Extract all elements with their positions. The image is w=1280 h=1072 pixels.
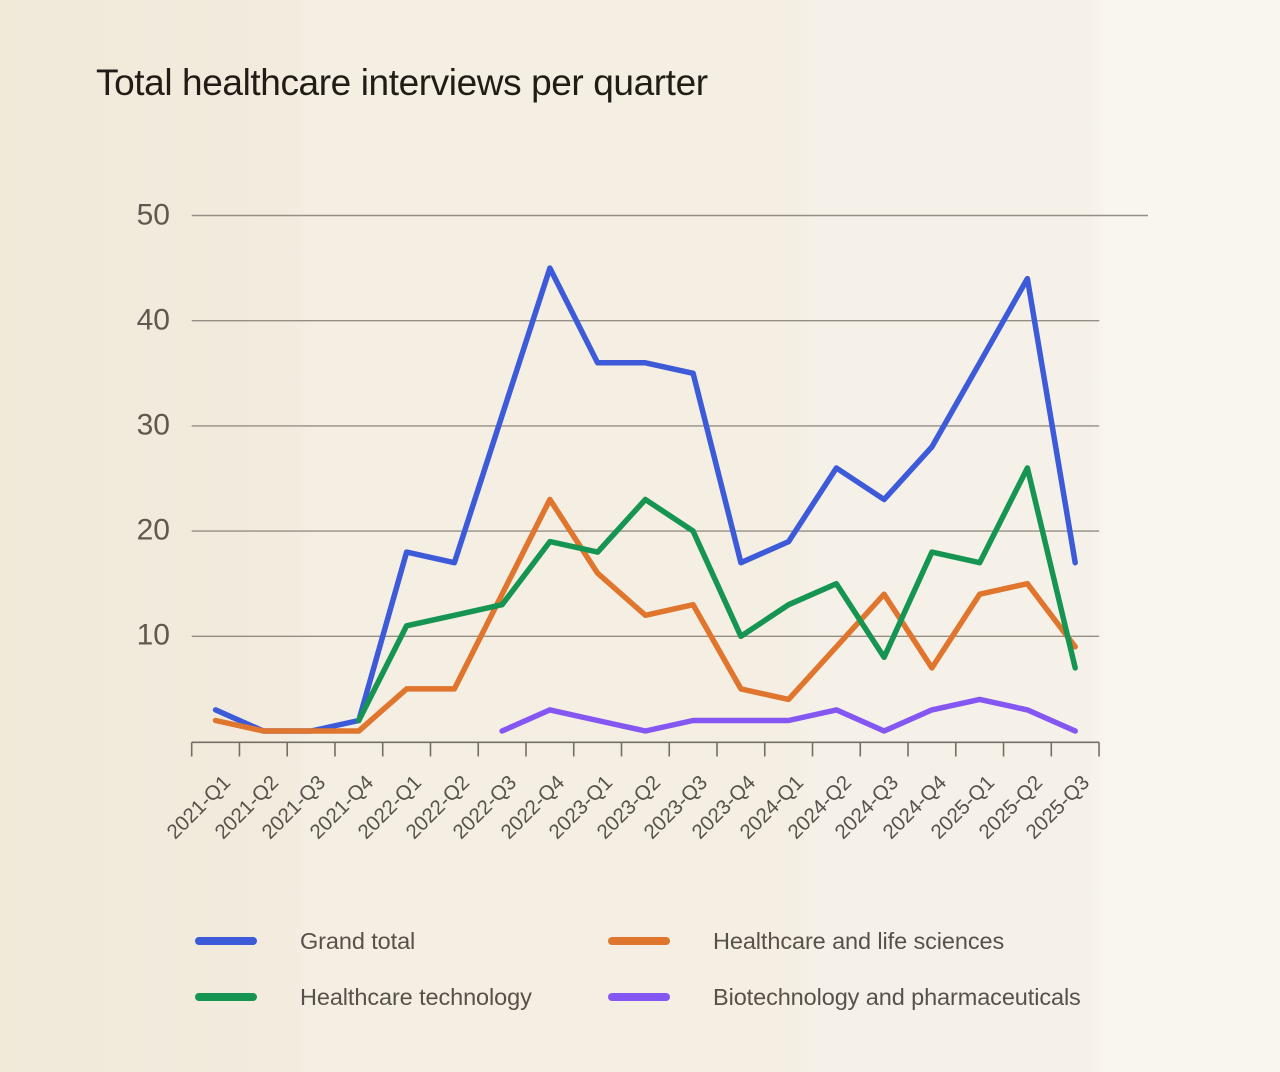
legend-item-biotechnology-and-pharmaceuticals[interactable]: Biotechnology and pharmaceuticals <box>608 983 1081 1011</box>
legend-label: Biotechnology and pharmaceuticals <box>713 983 1081 1010</box>
y-axis-label-30: 30 <box>136 408 170 442</box>
legend-swatch-biotechnology-and-pharmaceuticals <box>608 993 670 1001</box>
chart-title: Total healthcare interviews per quarter <box>96 62 708 103</box>
y-axis-label-40: 40 <box>136 303 170 337</box>
legend-item-grand-total[interactable]: Grand total <box>195 927 415 955</box>
y-axis-label-10: 10 <box>136 618 170 652</box>
legend-swatch-grand-total <box>195 937 257 945</box>
legend-item-healthcare-and-life-sciences[interactable]: Healthcare and life sciences <box>608 927 1004 955</box>
series-line-healthcare-and-life-sciences <box>212 496 1078 734</box>
legend-swatch-healthcare-technology <box>195 993 257 1001</box>
legend-item-healthcare-technology[interactable]: Healthcare technology <box>195 983 532 1011</box>
legend-label: Healthcare and life sciences <box>713 927 1005 954</box>
legend-swatch-healthcare-and-life-sciences <box>608 937 670 945</box>
legend-label: Grand total <box>300 927 416 954</box>
y-axis-label-50: 50 <box>136 197 170 231</box>
legend-label: Healthcare technology <box>300 983 532 1010</box>
series-line-biotechnology-and-pharmaceuticals <box>499 696 1078 734</box>
y-axis-label-20: 20 <box>136 513 170 547</box>
series-line-healthcare-technology <box>356 465 1078 724</box>
